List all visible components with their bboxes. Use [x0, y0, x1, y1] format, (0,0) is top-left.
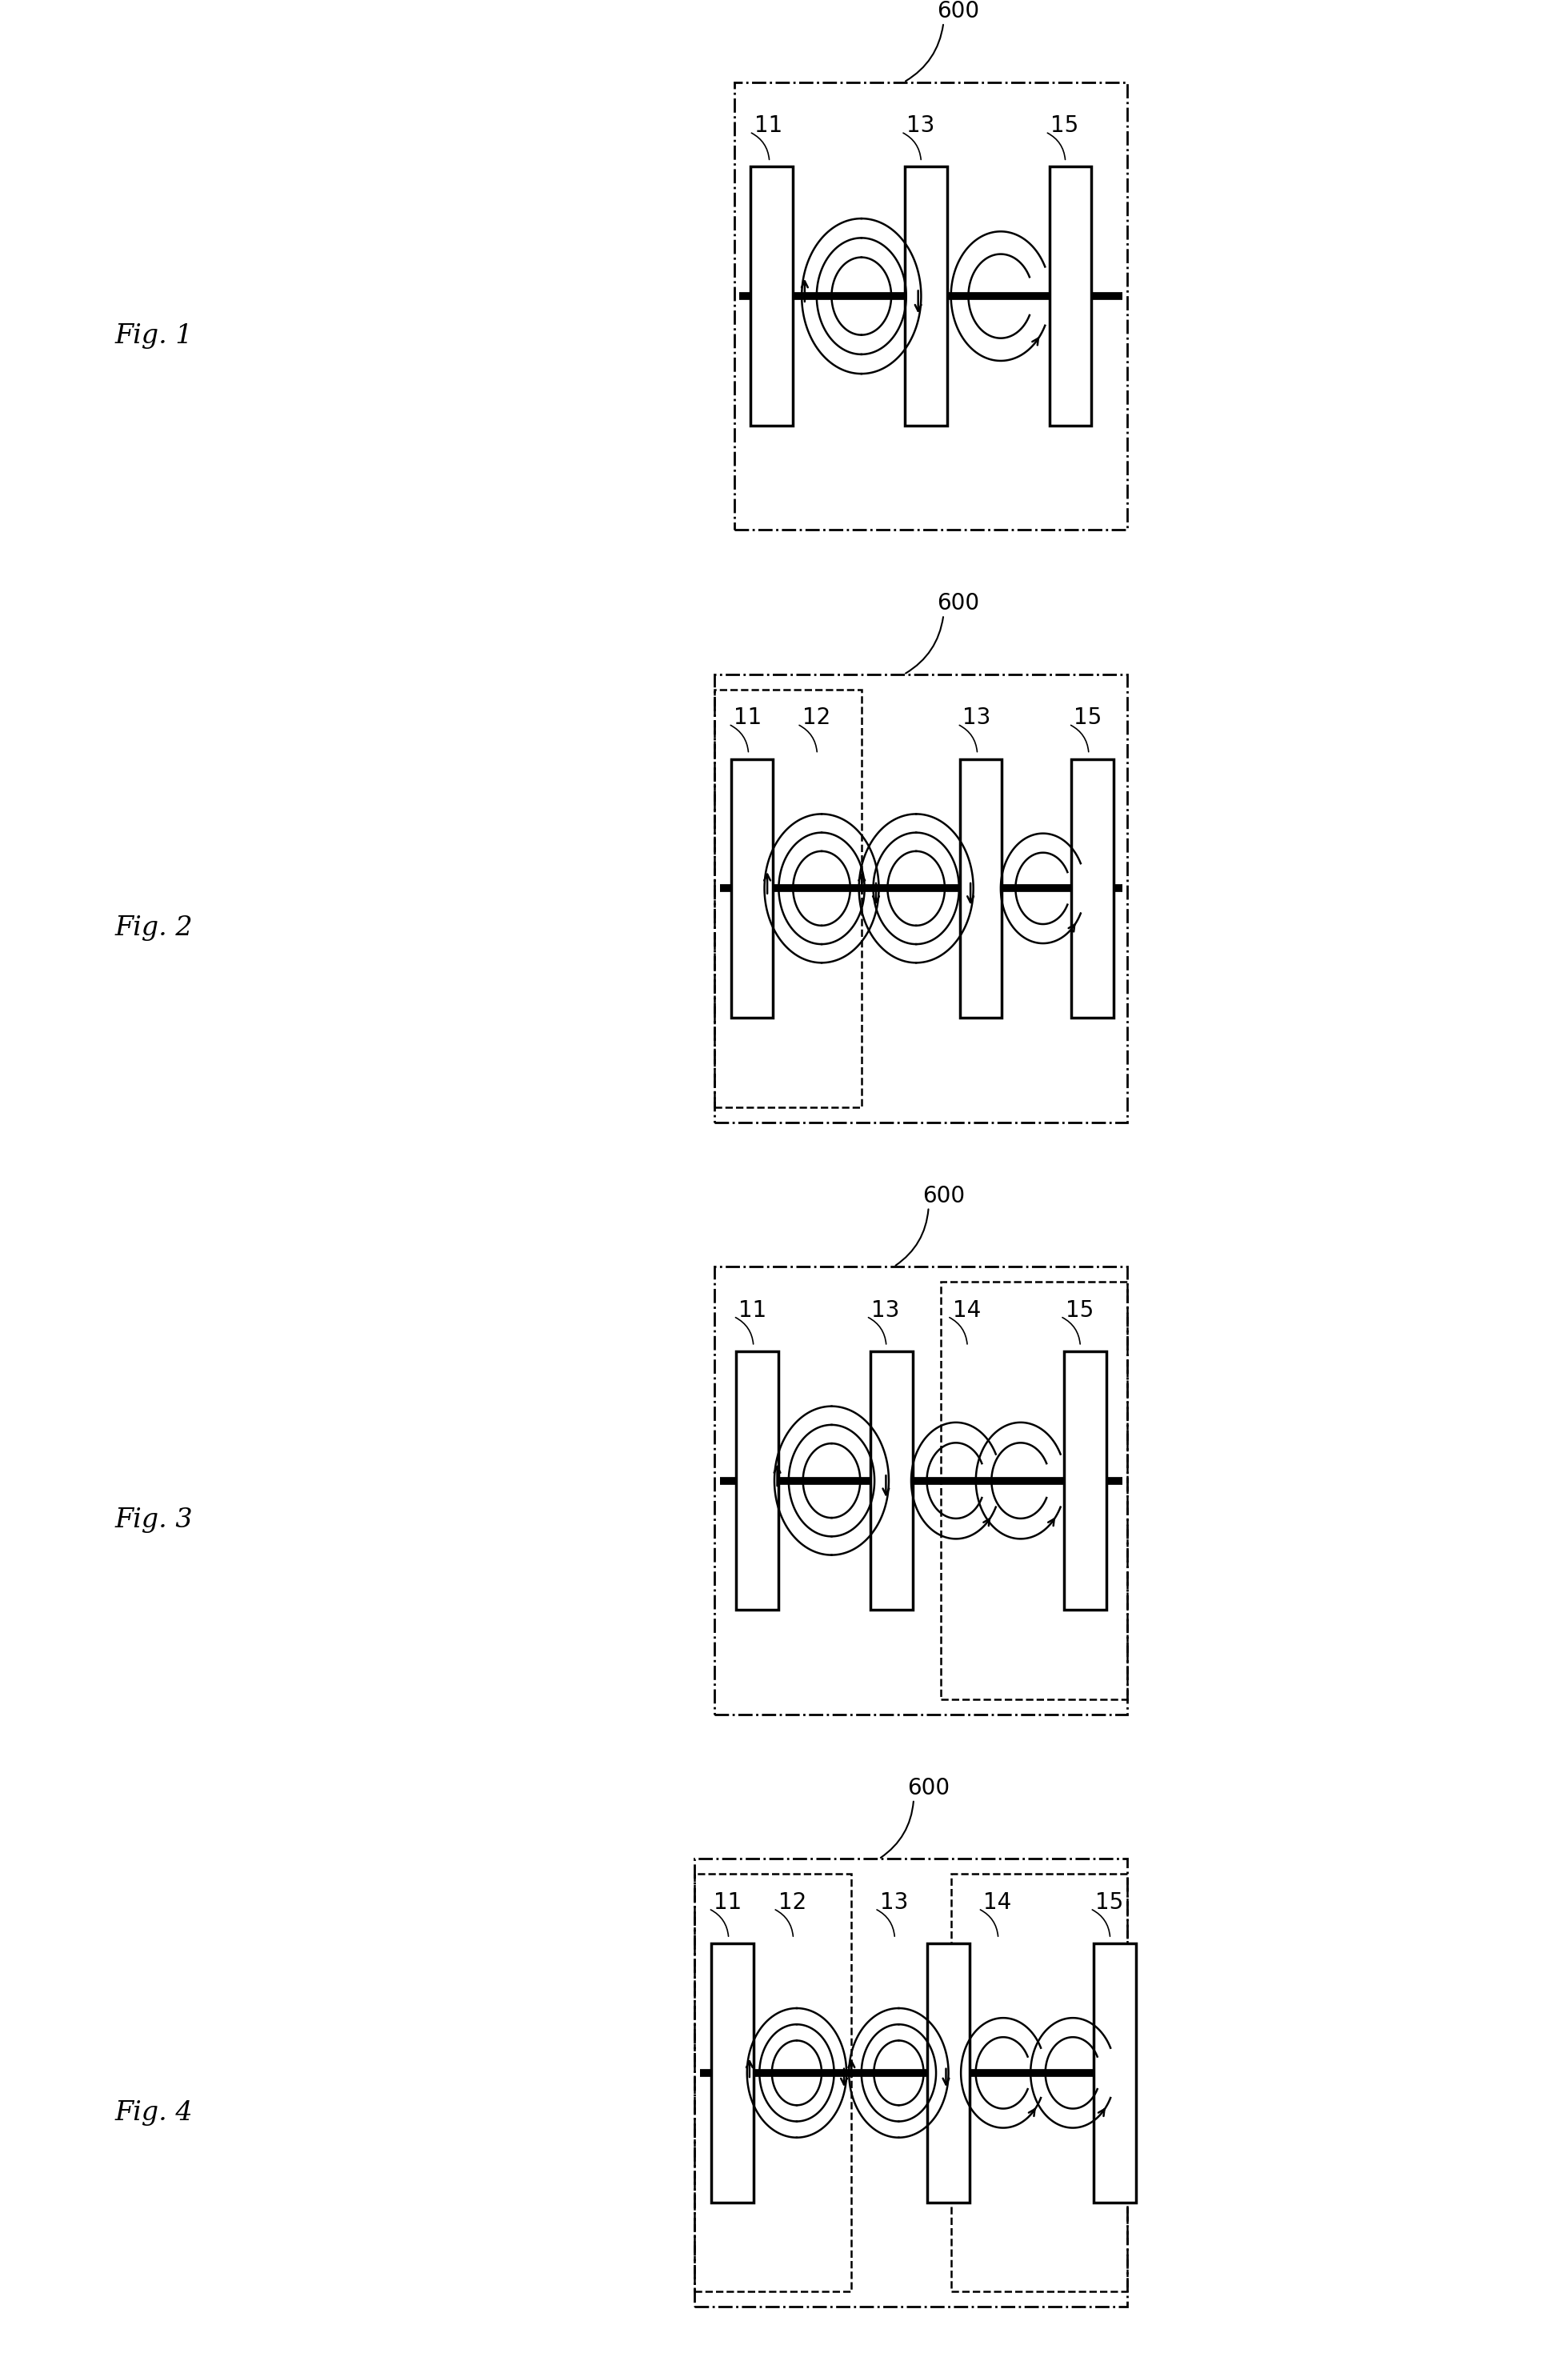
Bar	[734, 83, 1127, 531]
Text: 600: 600	[938, 592, 980, 614]
Text: 13: 13	[906, 114, 935, 137]
Text: 14: 14	[983, 1890, 1011, 1914]
Text: 600: 600	[908, 1777, 950, 1800]
Bar	[715, 675, 1127, 1123]
Text: 15: 15	[1051, 114, 1079, 137]
Bar	[751, 166, 793, 426]
Text: Fig. 3: Fig. 3	[114, 1507, 193, 1533]
Bar	[1049, 166, 1091, 426]
Text: Fig. 4: Fig. 4	[114, 2099, 193, 2125]
Bar	[1071, 758, 1113, 1019]
Bar	[1094, 1943, 1137, 2203]
Text: 12: 12	[778, 1890, 806, 1914]
Bar	[870, 1350, 913, 1611]
Text: 11: 11	[754, 114, 782, 137]
Text: 15: 15	[1065, 1298, 1093, 1322]
Text: 13: 13	[880, 1890, 908, 1914]
Bar	[715, 689, 861, 1106]
Text: 15: 15	[1074, 706, 1102, 730]
Text: 14: 14	[952, 1298, 980, 1322]
Bar	[695, 1860, 1127, 2307]
Bar	[710, 1943, 753, 2203]
Bar	[735, 1350, 778, 1611]
Text: 600: 600	[938, 0, 980, 21]
Text: 15: 15	[1094, 1890, 1123, 1914]
Text: 11: 11	[739, 1298, 767, 1322]
Text: 12: 12	[803, 706, 831, 730]
Text: 13: 13	[963, 706, 991, 730]
Bar	[960, 758, 1002, 1019]
Bar	[941, 1282, 1127, 1699]
Bar	[715, 1267, 1127, 1715]
Bar	[1065, 1350, 1107, 1611]
Bar	[905, 166, 947, 426]
Text: 13: 13	[872, 1298, 900, 1322]
Bar	[950, 1874, 1127, 2291]
Text: 11: 11	[734, 706, 762, 730]
Text: 11: 11	[713, 1890, 742, 1914]
Bar	[731, 758, 773, 1019]
Text: Fig. 1: Fig. 1	[114, 322, 193, 348]
Bar	[695, 1874, 851, 2291]
Bar	[927, 1943, 969, 2203]
Text: 600: 600	[922, 1184, 964, 1206]
Text: Fig. 2: Fig. 2	[114, 914, 193, 940]
